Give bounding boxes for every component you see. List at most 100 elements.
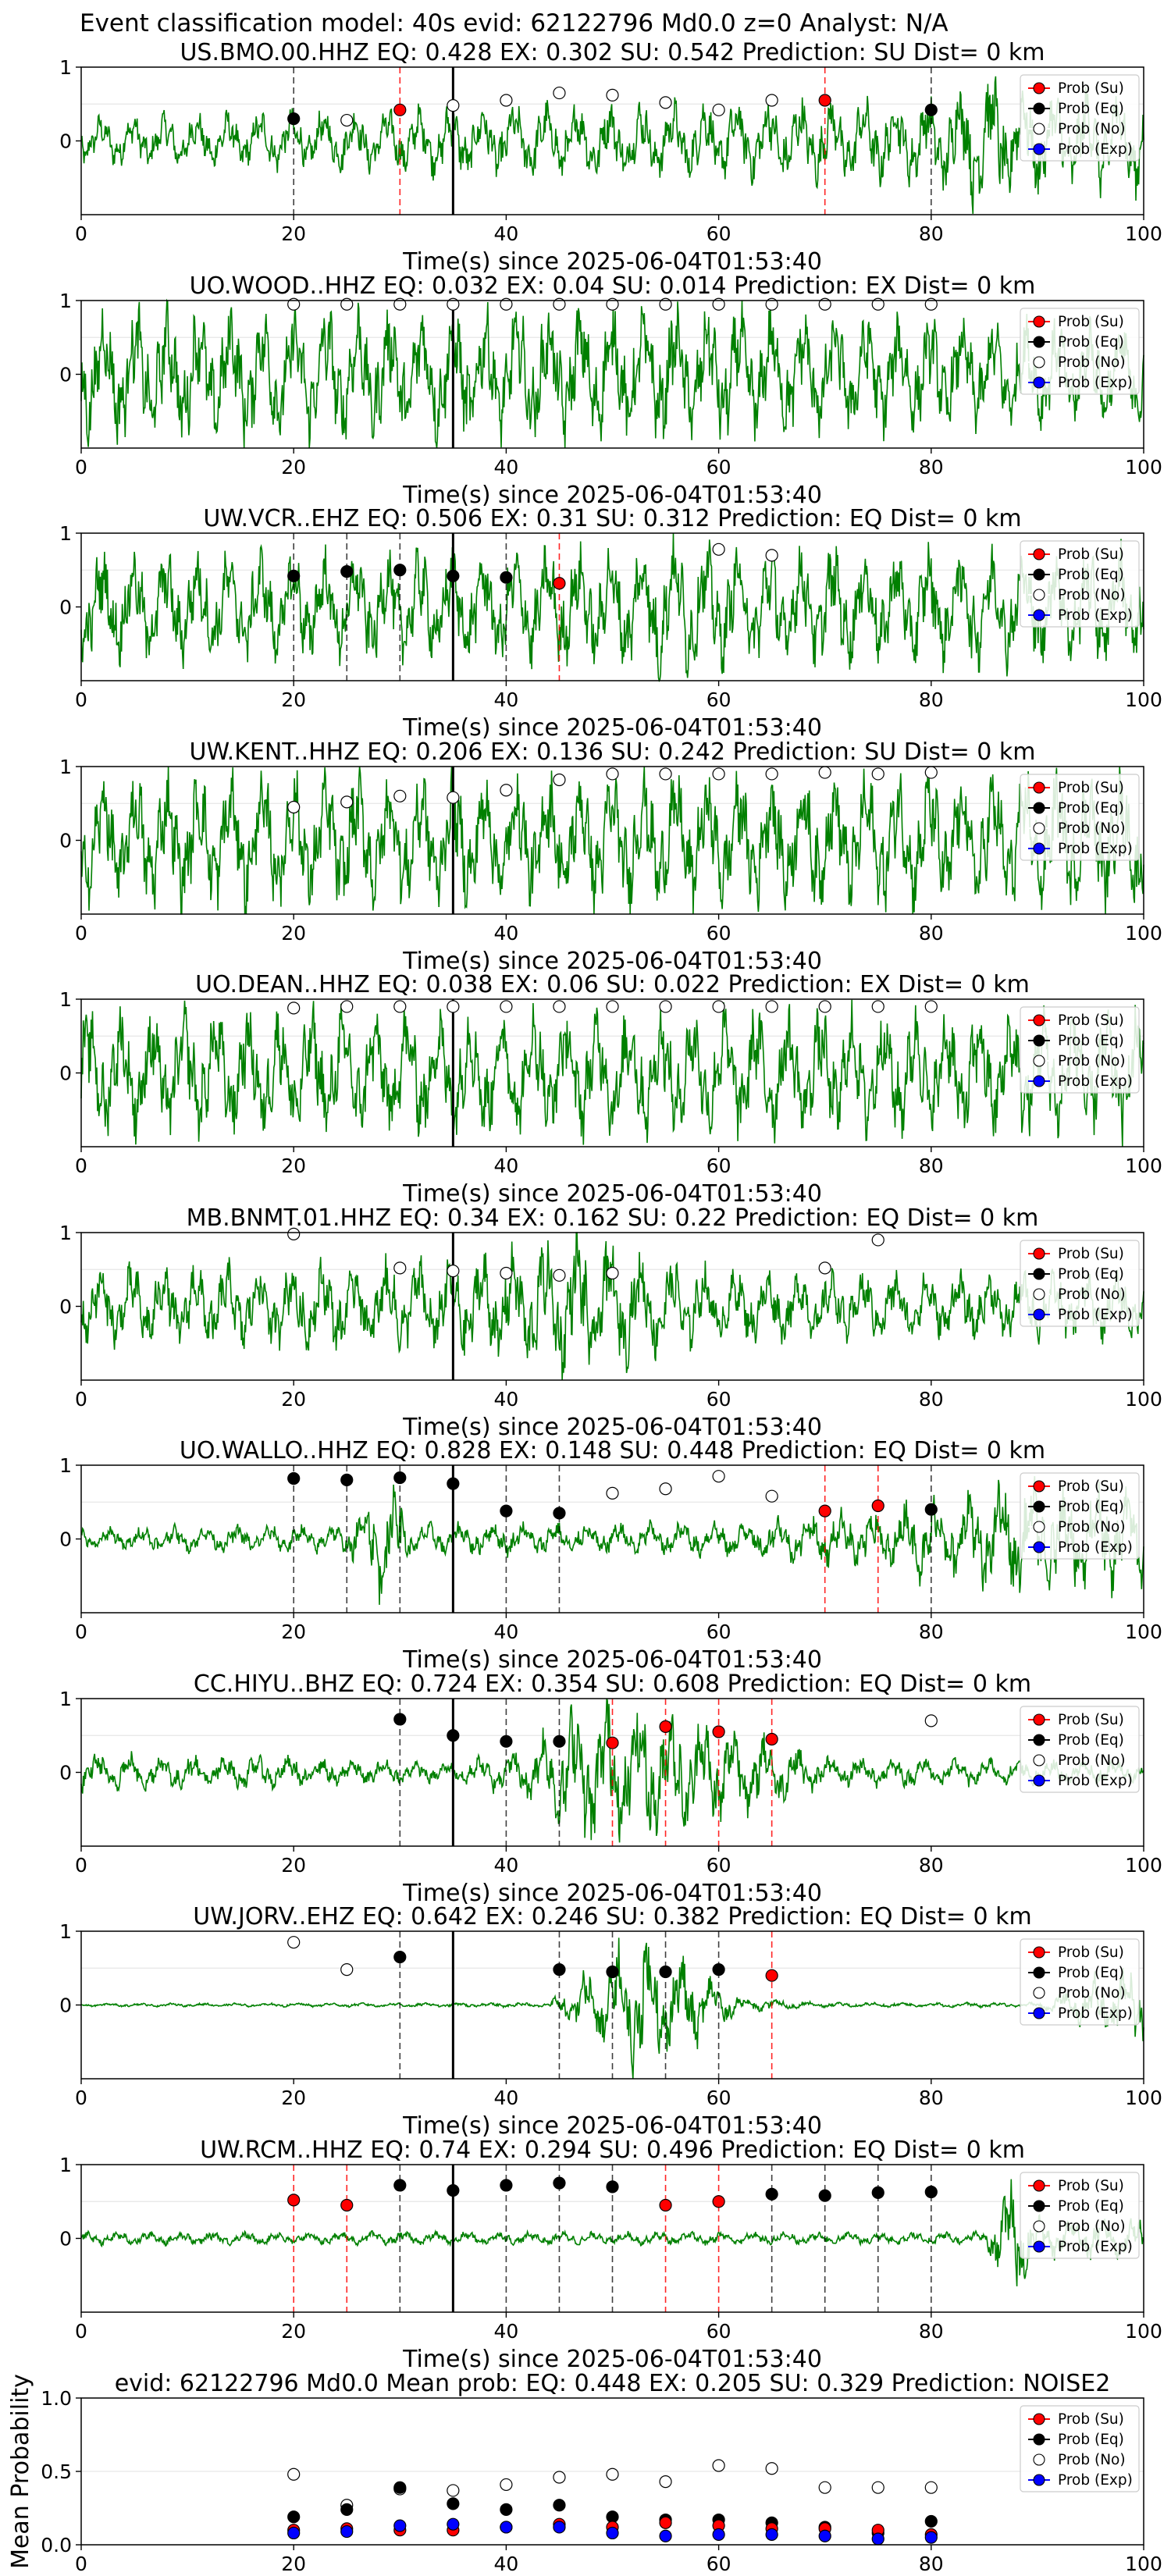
legend: Prob (Su) Prob (Eq) Prob (No) Prob (Exp)	[1020, 1938, 1140, 2026]
y-tick-label: 1	[59, 290, 72, 312]
prob-marker-su	[606, 1736, 619, 1749]
prob-marker-no	[393, 297, 407, 311]
legend: Prob (Su) Prob (Eq) Prob (No) Prob (Exp)	[1020, 540, 1140, 628]
legend-label: Prob (Eq)	[1058, 567, 1124, 583]
x-tick-label: 20	[281, 1388, 306, 1411]
mean-prob-marker-no	[765, 2462, 778, 2475]
prob-marker-no	[765, 1000, 778, 1013]
prob-marker-su	[765, 1732, 778, 1746]
legend-label: Prob (No)	[1058, 1752, 1126, 1769]
x-tick-label: 40	[493, 1854, 518, 1877]
x-axis-label: Time(s) since 2025-06-04T01:53:40	[402, 482, 822, 509]
prob-marker-no	[606, 1486, 619, 1500]
x-axis-label: Time(s) since 2025-06-04T01:53:40	[402, 2346, 822, 2373]
legend-label: Prob (Su)	[1058, 1478, 1124, 1495]
prob-marker-su	[871, 1499, 884, 1513]
legend: Prob (Su) Prob (Eq) Prob (No) Prob (Exp)	[1020, 74, 1140, 162]
waveform-trace	[80, 1232, 1144, 1381]
prob-marker-eq	[500, 2179, 513, 2192]
x-tick-label: 40	[493, 456, 518, 479]
legend-label: Prob (Exp)	[1058, 607, 1133, 624]
legend-label: Prob (Su)	[1058, 546, 1124, 563]
mean-prob-marker-exp	[287, 2526, 301, 2540]
legend-label: Prob (Eq)	[1058, 1033, 1124, 1049]
legend-marker-no	[1033, 1987, 1045, 1999]
prob-marker-eq	[606, 1965, 619, 1979]
legend-marker-su	[1033, 781, 1045, 794]
panel-2: UO.WOOD..HHZ EQ: 0.032 EX: 0.04 SU: 0.01…	[59, 272, 1162, 509]
prob-marker-no	[340, 297, 354, 311]
prob-marker-no	[287, 1002, 301, 1015]
x-tick-label: 60	[707, 1854, 731, 1877]
x-tick-label: 80	[919, 2320, 944, 2343]
legend-label: Prob (No)	[1058, 1286, 1126, 1303]
y-tick-label: 1	[59, 2154, 72, 2176]
x-tick-label: 60	[707, 1155, 731, 1177]
prob-marker-su	[765, 1969, 778, 1982]
legend-marker-eq	[1033, 1034, 1045, 1047]
y-tick-label: 1	[59, 56, 72, 79]
prob-marker-eq	[393, 2179, 407, 2192]
x-tick-label: 80	[919, 2087, 944, 2109]
y-tick-label: 0	[59, 1762, 72, 1784]
legend-marker-su	[1033, 2179, 1045, 2192]
prob-marker-no	[659, 767, 672, 781]
x-tick-label: 60	[707, 2553, 731, 2575]
x-tick-label: 60	[707, 2087, 731, 2109]
legend-marker-eq	[1033, 1734, 1045, 1746]
prob-marker-eq	[500, 1504, 513, 1517]
x-tick-label: 20	[281, 456, 306, 479]
prob-marker-no	[606, 1266, 619, 1280]
panel-title: UW.RCM..HHZ EQ: 0.74 EX: 0.294 SU: 0.496…	[200, 2137, 1025, 2164]
mean-prob-marker-no	[606, 2467, 619, 2481]
legend-marker-exp	[1033, 2240, 1045, 2253]
x-tick-label: 40	[493, 1155, 518, 1177]
x-tick-label: 60	[707, 1388, 731, 1411]
x-tick-label: 80	[919, 1621, 944, 1643]
legend-marker-no	[1033, 1288, 1045, 1300]
legend-marker-exp	[1033, 2474, 1045, 2486]
x-tick-label: 20	[281, 922, 306, 945]
mean-prob-marker-eq	[553, 2499, 566, 2512]
panel-1: US.BMO.00.HHZ EQ: 0.428 EX: 0.302 SU: 0.…	[59, 39, 1162, 276]
x-tick-label: 100	[1125, 2087, 1162, 2109]
prob-marker-no	[765, 94, 778, 107]
y-tick-label: 0.5	[41, 2460, 72, 2483]
prob-marker-no	[712, 297, 725, 311]
legend-label: Prob (No)	[1058, 121, 1126, 137]
panel-title: UO.WOOD..HHZ EQ: 0.032 EX: 0.04 SU: 0.01…	[190, 272, 1036, 300]
prob-marker-eq	[924, 2185, 938, 2199]
prob-marker-no	[818, 1261, 831, 1275]
prob-marker-no	[500, 1266, 513, 1280]
prob-marker-eq	[287, 1471, 301, 1485]
legend-label: Prob (No)	[1058, 1519, 1126, 1535]
y-tick-label: 0.0	[41, 2534, 72, 2556]
prob-marker-eq	[500, 1735, 513, 1748]
x-tick-label: 100	[1125, 222, 1162, 245]
mean-prob-marker-no	[287, 2467, 301, 2481]
prob-marker-eq	[393, 1950, 407, 1964]
mean-prob-marker-eq	[393, 2481, 407, 2494]
prob-marker-no	[287, 297, 301, 311]
prob-marker-no	[712, 767, 725, 781]
legend-label: Prob (Exp)	[1058, 1539, 1133, 1556]
x-tick-label: 0	[75, 222, 87, 245]
mean-prob-marker-exp	[500, 2521, 513, 2534]
legend-marker-no	[1033, 2220, 1045, 2233]
legend-box	[1020, 1472, 1140, 1560]
prob-marker-no	[659, 1482, 672, 1496]
legend-label: Prob (Exp)	[1058, 841, 1133, 857]
x-tick-label: 20	[281, 1155, 306, 1177]
prob-marker-no	[287, 1227, 301, 1240]
prob-marker-eq	[553, 1963, 566, 1976]
prob-marker-eq	[606, 2180, 619, 2194]
x-tick-label: 40	[493, 2320, 518, 2343]
prob-marker-no	[393, 1000, 407, 1013]
prob-marker-eq	[553, 1507, 566, 1520]
y-tick-label: 1	[59, 1454, 72, 1477]
legend-marker-no	[1033, 2453, 1045, 2466]
x-tick-label: 20	[281, 2087, 306, 2109]
legend-marker-eq	[1033, 802, 1045, 814]
mean-prob-marker-exp	[659, 2529, 672, 2542]
legend: Prob (Su) Prob (Eq) Prob (No) Prob (Exp)	[1020, 1706, 1140, 1793]
